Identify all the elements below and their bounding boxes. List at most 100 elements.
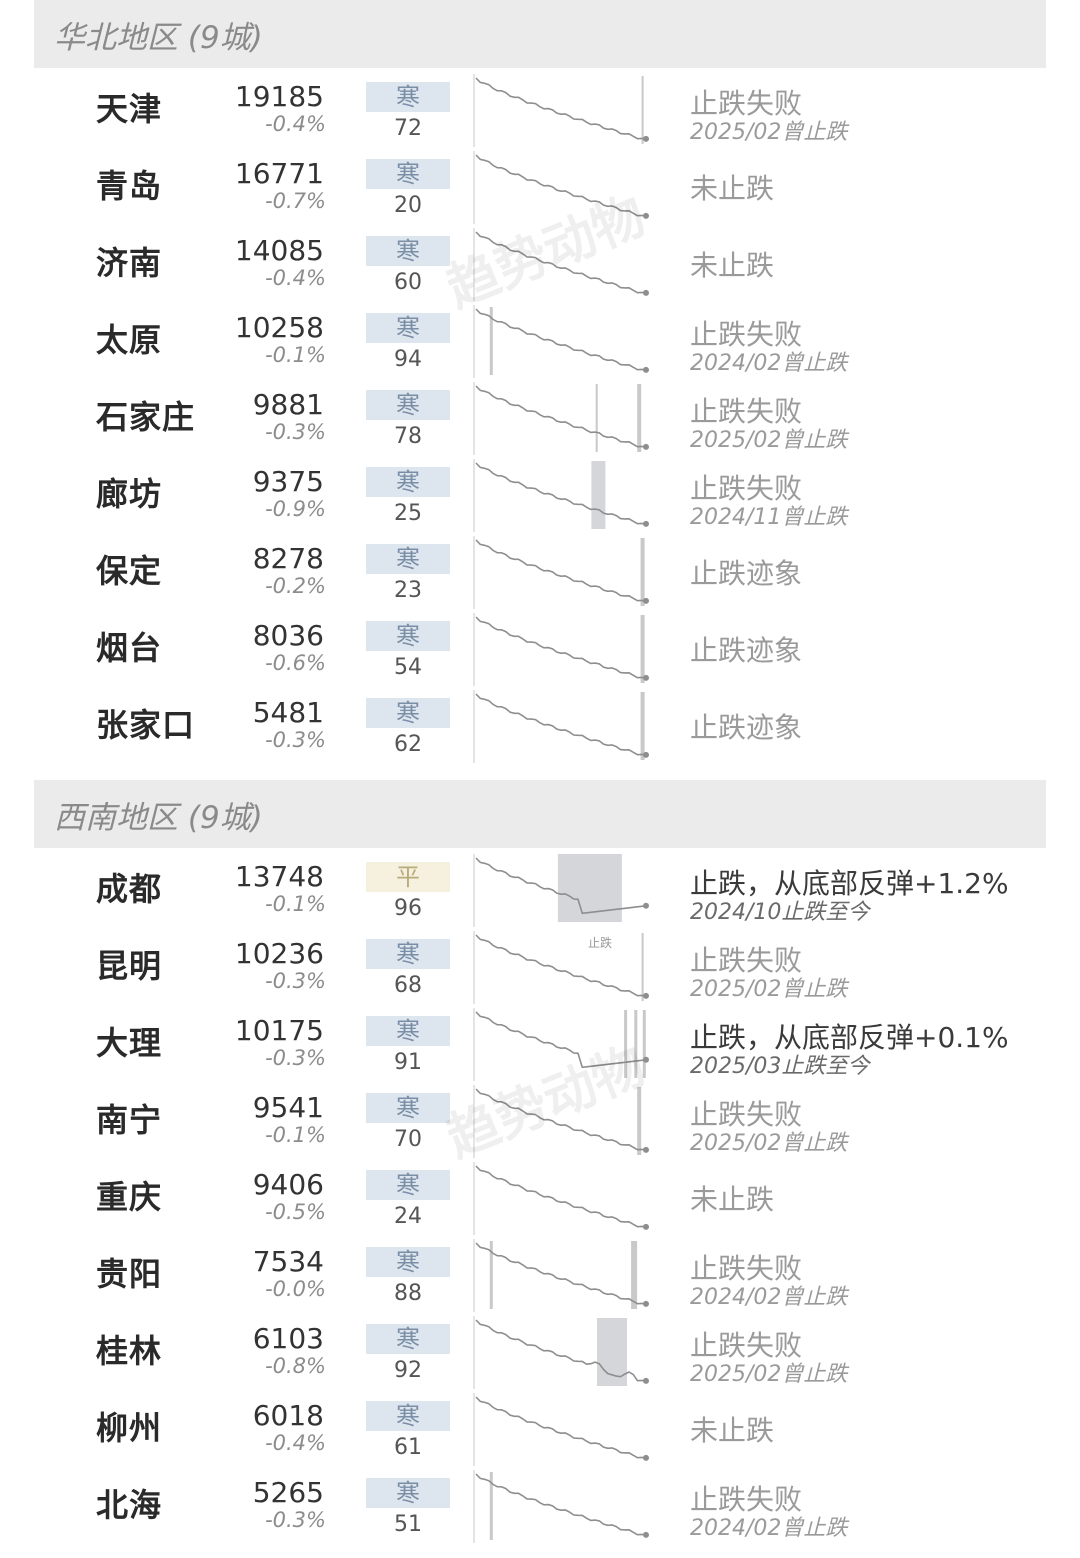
price-value: 8036 — [252, 619, 324, 652]
price-change: -0.7% — [265, 189, 326, 213]
status-text: 未止跌 — [690, 172, 775, 205]
status-text: 止跌失败 — [690, 1098, 803, 1131]
season-label: 寒 — [396, 1094, 420, 1122]
price-value: 10236 — [234, 937, 324, 970]
table-row: 柳州 6018 -0.4% 寒 61 未止跌 — [0, 1391, 1080, 1468]
status-text: 止跌，从底部反弹+0.1% — [690, 1021, 1009, 1054]
status-text: 止跌失败 — [690, 318, 803, 351]
sparkline-cell — [470, 1314, 660, 1395]
trend-sparkline — [473, 228, 649, 301]
stop-fall-marker — [642, 1010, 646, 1078]
price-trend-line — [475, 616, 647, 679]
city-name: 青岛 — [96, 167, 163, 205]
table-row: 张家口 5481 -0.3% 寒 62 止跌迹象 — [0, 688, 1080, 765]
sparkline-cell — [470, 149, 660, 230]
latest-point — [643, 1300, 649, 1307]
season-score: 88 — [394, 1281, 422, 1306]
trend-sparkline — [473, 1316, 649, 1389]
price-value: 5481 — [252, 696, 324, 729]
price-change: -0.4% — [265, 112, 326, 136]
price-value: 8278 — [252, 542, 324, 575]
stop-fall-marker — [489, 1472, 493, 1540]
season-badge: 寒 — [366, 698, 450, 728]
table-row: 济南 14085 -0.4% 寒 60 未止跌 — [0, 226, 1080, 303]
price-trend-line — [475, 1473, 647, 1536]
city-name: 廊坊 — [96, 475, 163, 513]
season-score: 61 — [394, 1435, 422, 1460]
trend-sparkline — [473, 459, 649, 532]
stop-fall-marker — [640, 615, 645, 683]
season-label: 寒 — [396, 468, 420, 496]
status-text: 止跌失败 — [690, 1252, 803, 1285]
table-row: 南宁 9541 -0.1% 寒 70 止跌失败 2025/02曾止跌 — [0, 1083, 1080, 1160]
latest-point — [643, 992, 649, 999]
price-trend-line — [475, 539, 647, 602]
season-label: 寒 — [396, 940, 420, 968]
sparkline-cell — [470, 1391, 660, 1472]
price-change: -0.3% — [265, 420, 326, 444]
city-name: 昆明 — [96, 947, 163, 985]
price-value: 9881 — [252, 388, 324, 421]
price-change: -0.0% — [265, 1277, 326, 1301]
price-value: 9406 — [252, 1168, 324, 1201]
price-trend-line — [475, 857, 647, 915]
stop-fall-marker — [641, 933, 644, 1001]
price-change: -0.3% — [265, 1508, 326, 1532]
price-value: 14085 — [234, 234, 324, 267]
trend-sparkline — [473, 1239, 649, 1312]
price-change: -0.4% — [265, 1431, 326, 1455]
season-badge: 寒 — [366, 1170, 450, 1200]
latest-point — [643, 520, 649, 527]
latest-point — [643, 289, 649, 296]
table-row: 太原 10258 -0.1% 寒 94 止跌失败 2024/02曾止跌 — [0, 303, 1080, 380]
sparkline-cell — [470, 1160, 660, 1241]
region-header: 华北地区 (9城) — [34, 0, 1046, 68]
status-detail: 2025/02曾止跌 — [690, 977, 848, 1002]
status-detail: 2024/10止跌至今 — [690, 900, 870, 925]
trend-sparkline: 止跌 — [473, 854, 649, 950]
city-name: 成都 — [96, 870, 163, 908]
season-label: 寒 — [396, 391, 420, 419]
sparkline-cell — [470, 380, 660, 461]
price-trend-line — [475, 462, 647, 525]
city-name: 石家庄 — [96, 398, 196, 436]
season-score: 25 — [394, 501, 422, 526]
city-name: 大理 — [96, 1024, 163, 1062]
status-text: 未止跌 — [690, 249, 775, 282]
price-trend-line — [475, 385, 647, 448]
price-change: -0.9% — [265, 497, 326, 521]
price-value: 7534 — [252, 1245, 324, 1278]
trend-sparkline — [473, 536, 649, 609]
table-row: 昆明 10236 -0.3% 寒 68 止跌失败 2025/02曾止跌 — [0, 929, 1080, 1006]
price-trend-line — [475, 308, 647, 371]
price-value: 19185 — [234, 80, 324, 113]
price-trend-line — [475, 1319, 647, 1382]
city-name: 柳州 — [96, 1409, 163, 1447]
season-score: 96 — [394, 896, 422, 921]
season-score: 94 — [394, 347, 422, 372]
season-badge: 寒 — [366, 544, 450, 574]
sparkline-cell — [470, 226, 660, 307]
season-badge: 寒 — [366, 236, 450, 266]
city-name: 张家口 — [96, 706, 196, 744]
price-value: 10258 — [234, 311, 324, 344]
sparkline-cell: 止跌 — [470, 852, 660, 956]
latest-point — [643, 1223, 649, 1230]
status-text: 止跌迹象 — [690, 634, 803, 667]
table-row: 成都 13748 -0.1% 平 96 止跌 止跌，从底部反弹+1.2% 2024/10止跌至… — [0, 852, 1080, 950]
season-badge: 寒 — [366, 82, 450, 112]
table-row: 北海 5265 -0.3% 寒 51 止跌失败 2024/02曾止跌 — [0, 1468, 1080, 1545]
price-trend-line — [475, 231, 647, 294]
sparkline-cell — [470, 1006, 660, 1087]
stop-fall-marker — [641, 76, 644, 144]
status-text: 未止跌 — [690, 1414, 775, 1447]
status-detail: 2024/02曾止跌 — [690, 351, 848, 376]
price-change: -0.6% — [265, 651, 326, 675]
status-text: 止跌迹象 — [690, 557, 803, 590]
trend-sparkline — [473, 74, 649, 147]
season-label: 寒 — [396, 622, 420, 650]
season-label: 寒 — [396, 545, 420, 573]
season-label: 寒 — [396, 1171, 420, 1199]
season-label: 寒 — [396, 1248, 420, 1276]
season-score: 91 — [394, 1050, 422, 1075]
